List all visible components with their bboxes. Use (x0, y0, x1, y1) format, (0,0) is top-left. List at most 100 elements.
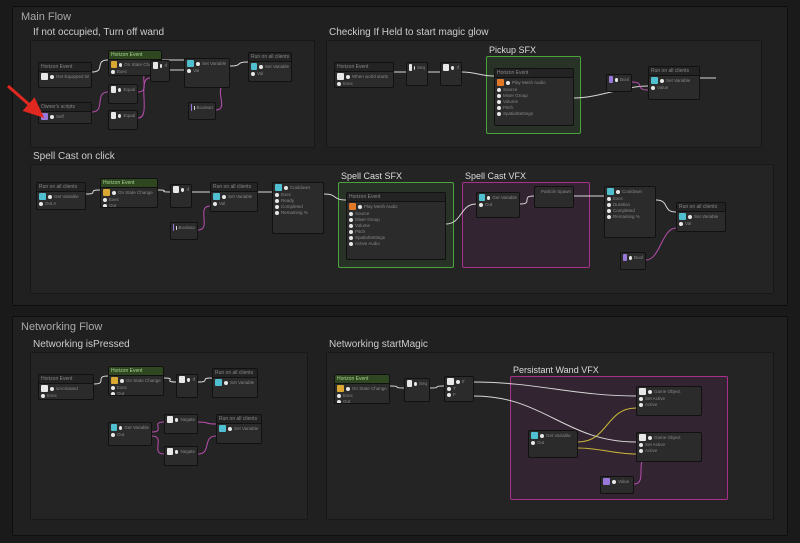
input-port[interactable] (639, 443, 643, 447)
input-port[interactable] (175, 418, 178, 422)
graph-node[interactable]: Get VariableOut (108, 422, 152, 446)
graph-node[interactable]: If (150, 60, 170, 82)
graph-node[interactable]: If (170, 184, 192, 208)
input-port[interactable] (497, 88, 501, 92)
input-port[interactable] (479, 203, 483, 207)
input-port[interactable] (497, 100, 501, 104)
input-port[interactable] (275, 193, 279, 197)
graph-node[interactable]: Horizon EventisActivatedExec (38, 374, 94, 400)
input-port[interactable] (688, 215, 692, 219)
graph-node[interactable]: Horizon EventPlay Mesh AudioSourceMixer … (494, 68, 574, 126)
input-port[interactable] (275, 211, 279, 215)
input-port[interactable] (607, 215, 611, 219)
graph-node[interactable]: Horizon EventOn State ChangeExecOut (100, 178, 158, 208)
input-port[interactable] (639, 449, 643, 453)
input-port[interactable] (41, 394, 45, 398)
input-port[interactable] (118, 114, 121, 118)
input-port[interactable] (607, 209, 611, 213)
input-port[interactable] (660, 79, 664, 83)
input-port[interactable] (447, 393, 451, 397)
input-port[interactable] (118, 88, 121, 92)
input-port[interactable] (648, 390, 652, 394)
input-port[interactable] (187, 378, 190, 382)
graph-node[interactable]: Equal (108, 84, 138, 104)
input-port[interactable] (337, 394, 341, 398)
input-port[interactable] (194, 106, 195, 110)
input-port[interactable] (119, 63, 122, 67)
input-port[interactable] (119, 426, 122, 430)
input-port[interactable] (39, 202, 43, 206)
input-port[interactable] (103, 204, 107, 208)
input-port[interactable] (487, 196, 490, 200)
input-port[interactable] (112, 191, 116, 195)
input-port[interactable] (275, 199, 279, 203)
graph-node[interactable]: Horizon EventOn State ChangeExecOut (334, 374, 390, 404)
input-port[interactable] (103, 198, 107, 202)
input-port[interactable] (540, 434, 544, 438)
input-port[interactable] (349, 242, 353, 246)
input-port[interactable] (349, 224, 353, 228)
input-port[interactable] (50, 387, 54, 391)
graph-node[interactable]: Run on all clientsSet VariableValue (648, 66, 700, 100)
input-port[interactable] (222, 195, 226, 199)
graph-node[interactable]: Horizon EventPlay Mesh AudioSourceMixer … (346, 192, 446, 260)
input-port[interactable] (346, 75, 350, 79)
graph-node[interactable]: If (440, 62, 462, 86)
input-port[interactable] (196, 62, 200, 66)
graph-node[interactable]: Horizon EventWhen world startsExec (334, 62, 394, 88)
input-port[interactable] (120, 379, 124, 383)
input-port[interactable] (414, 66, 415, 70)
input-port[interactable] (349, 230, 353, 234)
graph-node[interactable]: Game ObjectSet ActiveActive (636, 386, 702, 416)
graph-node[interactable]: Horizon EventOn State ChangeExecOut (108, 366, 164, 396)
input-port[interactable] (175, 450, 178, 454)
graph-node[interactable]: CooldownExecReadyCompletedRemaining % (272, 182, 324, 234)
graph-node[interactable]: Seq (404, 378, 430, 402)
input-port[interactable] (187, 69, 191, 73)
input-port[interactable] (259, 65, 263, 69)
input-port[interactable] (651, 86, 655, 90)
input-port[interactable] (607, 203, 611, 207)
graph-node[interactable]: Run on all clientsSet VariableVal (210, 182, 258, 212)
graph-node[interactable]: Game ObjectSet ActiveActive (636, 432, 702, 462)
graph-node[interactable]: Negate (164, 446, 198, 466)
input-port[interactable] (497, 106, 501, 110)
input-port[interactable] (48, 195, 52, 199)
input-port[interactable] (456, 380, 460, 384)
input-port[interactable] (648, 436, 652, 440)
input-port[interactable] (337, 400, 341, 404)
input-port[interactable] (639, 397, 643, 401)
input-port[interactable] (181, 188, 184, 192)
input-port[interactable] (275, 205, 279, 209)
input-port[interactable] (497, 112, 501, 116)
graph-node[interactable]: Bool (620, 252, 646, 270)
input-port[interactable] (160, 64, 163, 68)
graph-node[interactable]: Boolean (170, 222, 198, 240)
graph-node[interactable]: Run on all clientsSet VariableVal (248, 52, 292, 82)
input-port[interactable] (615, 78, 618, 82)
input-port[interactable] (284, 186, 288, 190)
graph-node[interactable]: Run on all clientsSet Variable (216, 414, 262, 444)
input-port[interactable] (213, 202, 217, 206)
graph-node[interactable]: Run on all clientsGet VariableOut A (36, 182, 86, 210)
input-port[interactable] (176, 226, 177, 230)
input-port[interactable] (679, 222, 683, 226)
input-port[interactable] (447, 387, 451, 391)
graph-node[interactable]: Get VariableOut (528, 430, 578, 458)
input-port[interactable] (111, 433, 115, 437)
input-port[interactable] (607, 197, 611, 201)
input-port[interactable] (414, 382, 417, 386)
input-port[interactable] (349, 212, 353, 216)
graph-node[interactable]: Bool (606, 74, 632, 92)
input-port[interactable] (337, 82, 341, 86)
graph-node[interactable]: CooldownExecDurationCompletedRemaining % (604, 186, 656, 238)
graph-node[interactable]: Particle Spawn (534, 186, 574, 208)
input-port[interactable] (497, 94, 501, 98)
input-port[interactable] (111, 70, 115, 74)
input-port[interactable] (629, 256, 632, 260)
graph-node[interactable]: Set VariableVal (184, 58, 230, 88)
graph-node[interactable]: Get VariableOut (476, 192, 520, 218)
graph-node[interactable]: Equal (108, 110, 138, 130)
input-port[interactable] (224, 381, 228, 385)
input-port[interactable] (358, 205, 362, 209)
